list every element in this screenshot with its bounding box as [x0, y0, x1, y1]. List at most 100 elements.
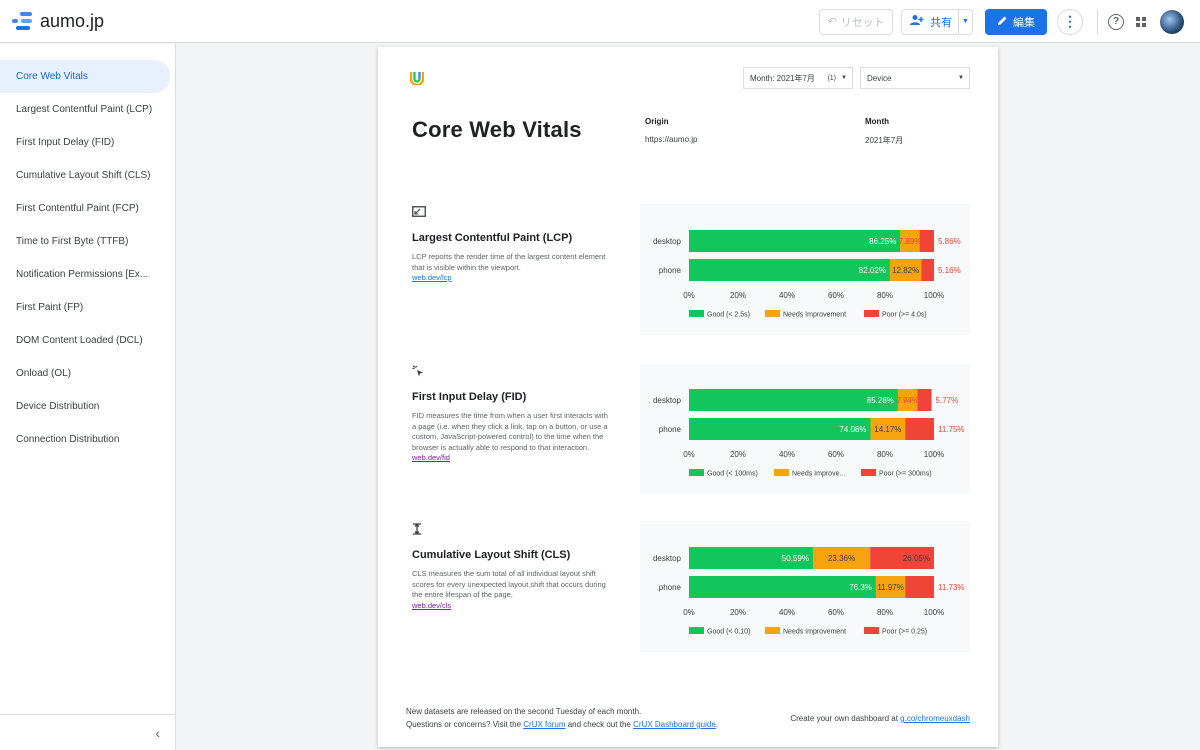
legend-label: Good (< 0.10) — [707, 629, 750, 636]
bar-segment — [689, 418, 871, 440]
bar-segment — [812, 547, 871, 569]
sidebar-item-ol[interactable]: Onload (OL) — [16, 368, 72, 379]
legend-swatch — [765, 627, 780, 634]
chevron-down-icon: ▼ — [958, 75, 964, 81]
month-filter-count: (1) — [827, 74, 836, 82]
sidebar-item-device-distribution[interactable]: Device Distribution — [16, 401, 100, 412]
bar-segment — [875, 576, 906, 598]
add-person-icon — [910, 14, 924, 29]
bar-segment — [689, 230, 901, 252]
bar-segment — [917, 389, 932, 411]
sidebar-item-fcp[interactable]: First Contentful Paint (FCP) — [16, 203, 139, 214]
category-label-desktop: desktop — [653, 237, 682, 246]
legend-swatch — [861, 469, 876, 476]
sidebar-item-dcl[interactable]: DOM Content Loaded (DCL) — [16, 335, 143, 346]
chevron-down-icon: ▼ — [841, 75, 847, 81]
bar-segment — [689, 547, 813, 569]
cls-section: Cumulative Layout Shift (CLS) CLS measur… — [412, 523, 612, 611]
data-label: 74.08% — [839, 425, 866, 434]
crux-forum-link[interactable]: CrUX forum — [523, 720, 566, 729]
more-options-icon[interactable]: ⋮ — [1057, 8, 1083, 35]
help-icon[interactable]: ? — [1108, 13, 1124, 30]
legend-swatch — [689, 310, 704, 317]
x-tick-label: 60% — [828, 450, 844, 459]
share-label: 共有 — [930, 16, 952, 29]
data-studio-logo-icon — [12, 10, 32, 32]
chevron-left-icon: ‹ — [155, 724, 160, 741]
chromeuxdash-link[interactable]: g.co/chromeuxdash — [900, 714, 970, 723]
data-label: 26.05% — [903, 554, 930, 563]
month-value: 2021年7月 — [865, 136, 904, 145]
edit-button[interactable]: 編集 — [985, 8, 1047, 35]
data-label: 11.97% — [877, 583, 904, 592]
data-label: 7.94% — [896, 396, 919, 405]
share-dropdown-icon[interactable]: ▼ — [958, 9, 972, 34]
data-label: 50.59% — [782, 554, 809, 563]
bar-segment — [900, 230, 920, 252]
legend-label: Good (< 100ms) — [707, 471, 758, 478]
viewport-icon — [412, 206, 612, 220]
sidebar-item-ttfb[interactable]: Time to First Byte (TTFB) — [16, 236, 129, 247]
device-filter[interactable]: Device ▼ — [860, 67, 970, 89]
fid-description: FID measures the time from when a user f… — [412, 411, 608, 452]
bar-segment — [889, 259, 922, 281]
avatar[interactable] — [1160, 9, 1184, 34]
data-label: 5.77% — [936, 396, 959, 405]
sidebar-item-core-web-vitals[interactable]: Core Web Vitals — [0, 60, 170, 93]
app-title: aumo.jp — [40, 10, 105, 31]
reset-button[interactable]: ↶ リセット — [819, 8, 893, 35]
cls-stacked-bar-chart: desktop 50.59% 23.36% 26.05% phone 76.3% 11.97… — [653, 547, 965, 636]
crux-dashboard-guide-link[interactable]: CrUX Dashboard guide — [633, 720, 716, 729]
origin-label: Origin — [645, 117, 669, 126]
origin-value: https://aumo.jp — [645, 135, 698, 144]
legend-label: Good (< 2.5s) — [707, 312, 750, 319]
sidebar-item-lcp[interactable]: Largest Contentful Paint (LCP) — [16, 104, 153, 115]
lcp-link[interactable]: web.dev/lcp — [412, 273, 452, 282]
legend-swatch — [774, 469, 789, 476]
x-tick-label: 100% — [924, 608, 944, 617]
month-label: Month — [865, 117, 889, 126]
bar-segment — [870, 418, 906, 440]
app-logo[interactable]: aumo.jp — [12, 10, 104, 32]
fid-chart: desktop 85.28% 7.94% 5.77% phone 74.08% 14.17%… — [640, 363, 970, 494]
category-label-phone: phone — [659, 425, 682, 434]
x-tick-label: 100% — [924, 450, 944, 459]
data-label: 7.89% — [899, 237, 922, 246]
bar-segment — [921, 259, 934, 281]
bar-segment — [870, 547, 934, 569]
x-tick-label: 20% — [730, 608, 746, 617]
fid-link[interactable]: web.dev/fid — [412, 453, 450, 462]
collapse-sidebar-button[interactable]: ‹ — [0, 714, 176, 750]
bar-segment — [905, 576, 934, 598]
sidebar-item-fid[interactable]: First Input Delay (FID) — [16, 137, 115, 148]
legend-label: Poor (>= 4.0s) — [882, 312, 927, 319]
apps-grid-icon[interactable] — [1136, 16, 1146, 27]
bar-segment — [689, 259, 890, 281]
legend-label: Needs Improve... — [792, 471, 845, 478]
footer-questions-pre: Questions or concerns? Visit the — [406, 720, 524, 729]
legend-label: Needs Improvement — [783, 312, 846, 319]
reset-label: リセット — [840, 16, 885, 29]
sidebar-item-notification-permissions[interactable]: Notification Permissions [Ex... — [16, 269, 149, 280]
share-button[interactable]: 共有 ▼ — [901, 8, 973, 35]
sidebar-item-connection-distribution[interactable]: Connection Distribution — [16, 434, 120, 445]
legend-label: Poor (>= 0.25) — [882, 629, 927, 636]
x-tick-label: 0% — [683, 450, 695, 459]
legend-swatch — [689, 627, 704, 634]
sidebar-item-cls[interactable]: Cumulative Layout Shift (CLS) — [16, 170, 151, 181]
sidebar: Core Web Vitals Largest Contentful Paint… — [0, 44, 176, 750]
footer-create-pre: Create your own dashboard at — [790, 714, 901, 723]
lcp-stacked-bar-chart: desktop 86.25% 7.89% 5.86% phone 82.02% 12.82%… — [653, 230, 961, 319]
data-label: 14.17% — [874, 425, 901, 434]
category-label-phone: phone — [659, 583, 682, 592]
legend-swatch — [765, 310, 780, 317]
legend-swatch — [689, 469, 704, 476]
footer-questions-post: . — [715, 720, 719, 729]
legend-swatch — [864, 627, 879, 634]
cls-link[interactable]: web.dev/cls — [412, 600, 452, 610]
fid-stacked-bar-chart: desktop 85.28% 7.94% 5.77% phone 74.08% 14.17%… — [653, 389, 965, 478]
cls-chart: desktop 50.59% 23.36% 26.05% phone 76.3% 11.97… — [640, 521, 970, 652]
month-filter[interactable]: Month: 2021年7月 (1) ▼ — [743, 67, 853, 89]
page-title: Core Web Vitals — [412, 117, 582, 142]
sidebar-item-fp[interactable]: First Paint (FP) — [16, 302, 84, 313]
